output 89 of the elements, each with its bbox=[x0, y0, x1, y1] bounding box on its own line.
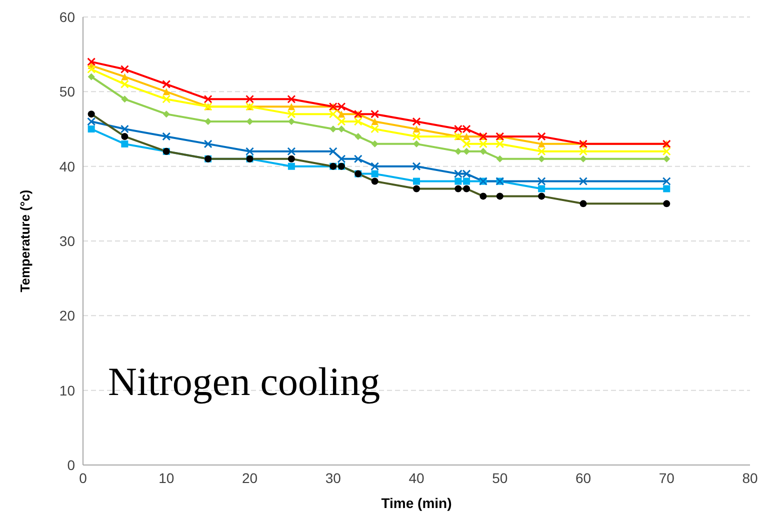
x-tick-label: 0 bbox=[79, 470, 88, 486]
point bbox=[370, 110, 380, 118]
point bbox=[478, 140, 488, 148]
point bbox=[370, 124, 380, 134]
point bbox=[162, 132, 171, 141]
point bbox=[287, 110, 296, 118]
y-tick-label: 50 bbox=[59, 84, 76, 100]
point bbox=[662, 147, 671, 156]
point bbox=[246, 94, 254, 104]
point bbox=[579, 177, 588, 186]
x-tick-label: 30 bbox=[325, 470, 342, 486]
point bbox=[121, 140, 128, 148]
point bbox=[162, 88, 170, 96]
point bbox=[87, 58, 96, 66]
point bbox=[204, 140, 212, 148]
point bbox=[88, 126, 95, 132]
point bbox=[413, 140, 420, 148]
point bbox=[337, 154, 346, 164]
point bbox=[371, 140, 378, 148]
point bbox=[538, 140, 546, 148]
point bbox=[337, 117, 346, 126]
point bbox=[663, 185, 670, 192]
point bbox=[412, 162, 421, 171]
point bbox=[537, 147, 546, 156]
point bbox=[328, 147, 338, 156]
point bbox=[87, 117, 96, 126]
point bbox=[338, 110, 345, 118]
point bbox=[537, 177, 546, 186]
point bbox=[120, 80, 129, 88]
point bbox=[246, 147, 254, 156]
y-axis-title: Temperature (°c) bbox=[18, 190, 33, 292]
y-tick-label: 60 bbox=[59, 8, 76, 25]
point bbox=[463, 178, 470, 185]
point bbox=[454, 148, 462, 155]
point bbox=[287, 147, 296, 156]
point bbox=[413, 178, 420, 185]
point bbox=[246, 118, 254, 126]
point bbox=[413, 126, 420, 132]
annotation: Nitrogen cooling bbox=[108, 358, 380, 405]
point bbox=[288, 103, 295, 110]
point bbox=[162, 80, 171, 88]
point bbox=[463, 132, 470, 140]
x-tick-label: 80 bbox=[742, 470, 758, 486]
point bbox=[538, 155, 546, 162]
point bbox=[354, 117, 362, 126]
point bbox=[162, 94, 171, 104]
point bbox=[162, 110, 170, 118]
y-tick-label: 20 bbox=[59, 308, 76, 324]
point bbox=[121, 73, 128, 80]
point bbox=[371, 118, 378, 126]
x-tick-label: 20 bbox=[242, 470, 258, 486]
y-tick-label: 0 bbox=[67, 456, 76, 473]
point bbox=[662, 177, 671, 186]
x-tick-label: 50 bbox=[492, 470, 508, 486]
point bbox=[354, 154, 362, 164]
point bbox=[328, 110, 338, 118]
point bbox=[121, 96, 128, 103]
point bbox=[538, 185, 546, 192]
x-tick-label: 40 bbox=[408, 470, 424, 486]
point bbox=[462, 140, 471, 148]
point bbox=[88, 73, 95, 80]
point bbox=[579, 147, 588, 156]
point bbox=[412, 132, 421, 141]
point bbox=[663, 155, 670, 162]
point bbox=[580, 155, 587, 162]
point bbox=[370, 162, 380, 171]
point bbox=[120, 65, 129, 74]
y-tick-label: 30 bbox=[59, 232, 76, 249]
point bbox=[496, 140, 504, 148]
point bbox=[480, 148, 487, 155]
point bbox=[87, 65, 96, 74]
point bbox=[287, 94, 296, 104]
x-tick-label: 10 bbox=[158, 470, 174, 486]
point bbox=[288, 162, 295, 170]
x-tick-label: 70 bbox=[658, 470, 675, 486]
y-tick-label: 40 bbox=[59, 158, 76, 174]
point bbox=[496, 155, 504, 162]
x-tick-label: 60 bbox=[575, 470, 592, 486]
point bbox=[204, 94, 212, 104]
x-axis-title: Time (min) bbox=[381, 495, 452, 511]
point bbox=[454, 178, 462, 185]
point bbox=[330, 126, 337, 132]
point bbox=[537, 132, 546, 141]
point bbox=[412, 117, 421, 126]
point bbox=[120, 124, 129, 134]
point bbox=[463, 148, 470, 155]
y-tick-label: 10 bbox=[59, 382, 76, 398]
point bbox=[371, 170, 378, 178]
point bbox=[354, 132, 362, 140]
